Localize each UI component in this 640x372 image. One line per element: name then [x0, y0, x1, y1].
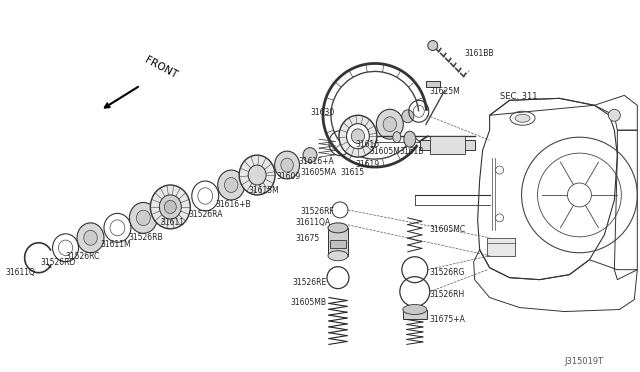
Text: 31526RF: 31526RF — [300, 207, 334, 216]
Circle shape — [428, 41, 438, 51]
Text: 31630: 31630 — [310, 108, 334, 117]
Text: 31616+A: 31616+A — [298, 157, 334, 166]
Text: 31526RC: 31526RC — [65, 252, 100, 261]
Ellipse shape — [129, 202, 157, 233]
Ellipse shape — [383, 117, 397, 132]
Text: 31605MC: 31605MC — [430, 225, 466, 234]
Text: 31611M: 31611M — [100, 240, 131, 249]
Text: 31611Q: 31611Q — [6, 268, 36, 277]
Ellipse shape — [339, 115, 377, 157]
Bar — [486, 238, 515, 256]
Ellipse shape — [515, 114, 530, 122]
Text: 31526RD: 31526RD — [40, 258, 76, 267]
Bar — [430, 136, 465, 154]
Ellipse shape — [351, 129, 365, 144]
Ellipse shape — [239, 155, 275, 195]
Ellipse shape — [275, 151, 300, 179]
Text: 31526RB: 31526RB — [129, 233, 163, 242]
Text: 3161BB: 3161BB — [465, 48, 494, 58]
Text: J315019T: J315019T — [564, 357, 604, 366]
Text: SEC. 311: SEC. 311 — [500, 92, 537, 101]
Ellipse shape — [281, 158, 293, 172]
Text: FRONT: FRONT — [143, 55, 179, 80]
Ellipse shape — [225, 177, 238, 192]
Ellipse shape — [376, 109, 403, 139]
Ellipse shape — [77, 223, 104, 253]
Ellipse shape — [328, 251, 348, 261]
Text: 31605M: 31605M — [370, 147, 401, 156]
Text: 31605MA: 31605MA — [300, 168, 336, 177]
Ellipse shape — [164, 201, 176, 214]
Text: 31526RH: 31526RH — [430, 290, 465, 299]
Bar — [328, 228, 348, 256]
Text: 31615: 31615 — [340, 168, 364, 177]
Text: 31609: 31609 — [276, 172, 300, 181]
Bar — [403, 310, 427, 320]
Text: 31625M: 31625M — [430, 87, 461, 96]
Text: 31611: 31611 — [161, 218, 184, 227]
Text: 31526RG: 31526RG — [430, 268, 465, 277]
Ellipse shape — [248, 165, 266, 185]
Text: 31611QA: 31611QA — [295, 218, 330, 227]
Text: 31526RA: 31526RA — [188, 210, 223, 219]
Ellipse shape — [159, 195, 181, 219]
Text: 31675: 31675 — [295, 234, 319, 243]
Ellipse shape — [303, 148, 317, 163]
Bar — [426, 81, 440, 87]
Text: 31615M: 31615M — [248, 186, 279, 195]
Ellipse shape — [84, 230, 97, 245]
Bar — [330, 240, 346, 248]
Ellipse shape — [328, 223, 348, 233]
Ellipse shape — [218, 170, 244, 200]
Ellipse shape — [404, 131, 416, 147]
Text: 3161B: 3161B — [400, 147, 424, 156]
Ellipse shape — [393, 132, 401, 143]
Ellipse shape — [402, 110, 414, 123]
Ellipse shape — [403, 305, 427, 314]
Text: 31675+A: 31675+A — [430, 314, 466, 324]
Text: 31616+B: 31616+B — [215, 200, 251, 209]
Circle shape — [609, 109, 620, 121]
Ellipse shape — [150, 185, 190, 229]
Text: 31526RE: 31526RE — [292, 278, 326, 287]
Ellipse shape — [346, 124, 369, 149]
Text: 31616: 31616 — [355, 140, 379, 149]
Ellipse shape — [136, 210, 150, 225]
Text: 31619: 31619 — [355, 160, 379, 169]
Bar — [420, 140, 475, 150]
Text: 31605MB: 31605MB — [290, 298, 326, 307]
